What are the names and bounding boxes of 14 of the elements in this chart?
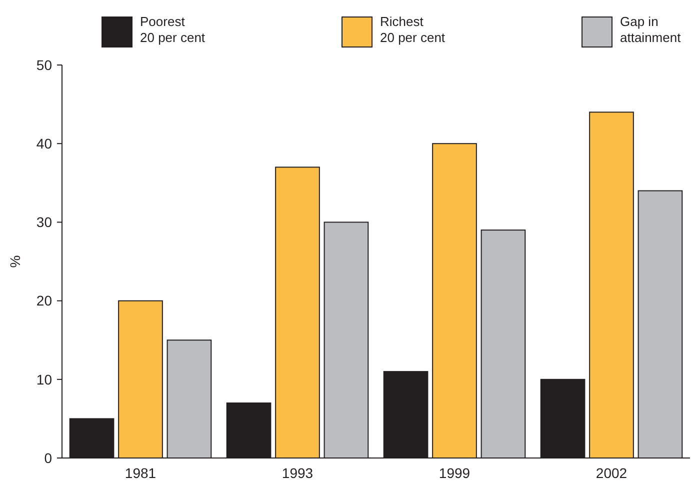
legend-label: Richest 20 per cent [380,14,446,45]
x-tick-label: 2002 [596,465,628,481]
legend-label: Gap in attainment [620,14,682,45]
y-tick-label: 10 [36,371,52,388]
legend-label: Poorest 20 per cent [140,14,206,45]
y-tick-label: 30 [36,214,52,230]
y-axis-title: % [7,255,23,268]
x-tick-label: 1993 [282,465,314,481]
x-tick-label: 1981 [124,465,156,481]
y-tick-label: 20 [36,292,52,309]
x-tick-label: 1999 [438,465,470,481]
y-tick-label: 0 [44,450,52,466]
y-tick-label: 40 [36,136,52,152]
y-tick-label: 50 [36,56,52,73]
